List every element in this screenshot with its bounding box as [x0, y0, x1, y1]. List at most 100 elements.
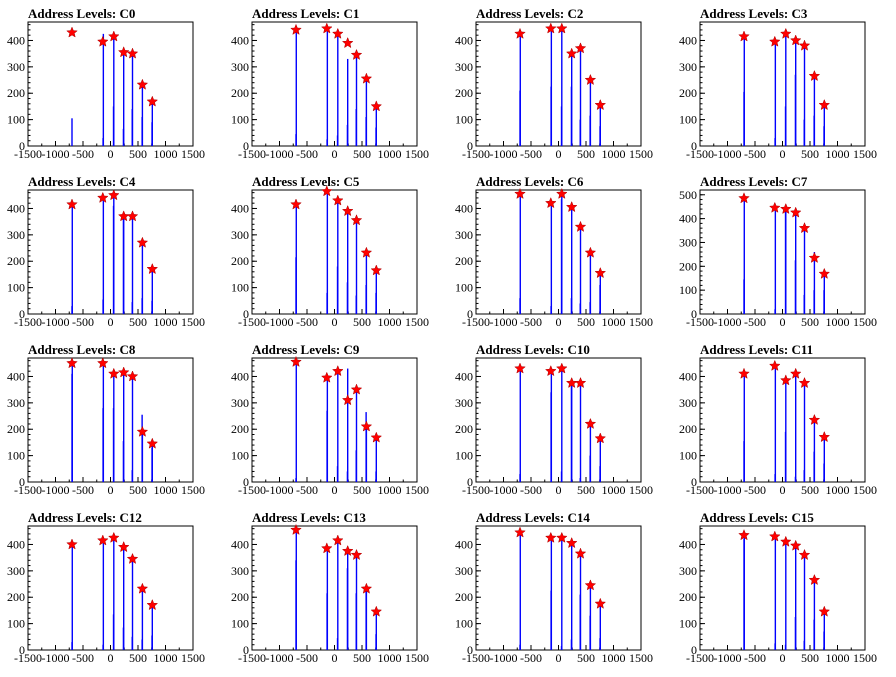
- x-tick-label: 500: [577, 483, 595, 497]
- panel-title: Address Levels: C0: [28, 6, 135, 21]
- peak-marker: [555, 362, 568, 374]
- x-tick-label: 0: [780, 483, 786, 497]
- peak-marker: [574, 220, 587, 232]
- x-tick-label: -1500: [462, 483, 490, 497]
- x-tick-label: 0: [108, 147, 114, 161]
- plot-frame: [475, 189, 642, 315]
- plot-frame: [475, 21, 642, 147]
- peak-marker: [96, 35, 109, 47]
- peak-marker: [370, 431, 383, 443]
- peak-marker: [331, 365, 344, 377]
- x-tick-label: 500: [801, 483, 819, 497]
- x-tick-label: 500: [129, 483, 147, 497]
- panel-1: Address Levels: C1-1500 -1000 -500 0 500 1000…: [231, 6, 429, 161]
- panel-title: Address Levels: C4: [28, 174, 136, 189]
- panel-11: Address Levels: C11 -1500 -1000 -500 0 500 100…: [679, 342, 877, 497]
- peak-marker: [808, 69, 821, 82]
- peak-marker: [290, 23, 302, 35]
- y-tick-label: 100: [231, 113, 249, 127]
- x-tick-label: 500: [577, 315, 595, 329]
- x-tick-label: -1000: [42, 651, 70, 665]
- x-tick-label: -1000: [42, 147, 70, 161]
- peak-marker: [779, 202, 792, 215]
- peak-marker: [136, 425, 149, 437]
- x-tick-label: -500: [72, 315, 94, 329]
- peak-marker: [738, 30, 750, 42]
- x-tick-label: 1500: [629, 483, 653, 497]
- y-tick-label: 300: [7, 228, 25, 242]
- x-tick-label: 1500: [853, 483, 877, 497]
- y-tick-label: 100: [7, 113, 25, 127]
- peak-marker: [350, 383, 363, 395]
- x-tick-label: -1000: [266, 315, 294, 329]
- y-tick-label: 200: [7, 590, 25, 604]
- x-tick-label: 1000: [378, 651, 402, 665]
- y-tick-label: 500: [679, 188, 697, 202]
- y-tick-label: 0: [691, 139, 697, 153]
- y-tick-label: 200: [455, 254, 473, 268]
- y-tick-label: 200: [455, 590, 473, 604]
- peak-marker: [768, 201, 781, 213]
- y-tick-label: 0: [243, 139, 249, 153]
- peak-marker: [360, 420, 373, 432]
- peak-marker: [555, 531, 568, 543]
- x-tick-label: -500: [296, 483, 318, 497]
- panel-title: Address Levels: C6: [476, 174, 584, 189]
- y-tick-label: 400: [7, 537, 25, 551]
- peak-marker: [818, 267, 831, 279]
- peak-marker: [808, 573, 821, 586]
- peak-marker: [574, 42, 587, 54]
- x-tick-label: -1000: [490, 651, 518, 665]
- x-tick-label: -1000: [490, 315, 518, 329]
- peak-marker: [107, 367, 120, 379]
- panel-7: Address Levels: C7-1500 -1000 -500 0 500 1000…: [679, 174, 877, 329]
- x-tick-label: 1500: [853, 147, 877, 161]
- x-tick-label: -500: [72, 483, 94, 497]
- y-tick-label: 100: [679, 449, 697, 463]
- x-tick-label: -500: [72, 651, 94, 665]
- y-tick-label: 100: [7, 281, 25, 295]
- panel-title: Address Levels: C5: [252, 174, 360, 189]
- x-tick-label: 1500: [405, 315, 429, 329]
- plot-frame: [699, 357, 866, 483]
- y-tick-label: 100: [231, 281, 249, 295]
- panel-title: Address Levels: C1: [252, 6, 359, 21]
- peak-marker: [768, 530, 781, 542]
- x-tick-label: -1000: [714, 651, 742, 665]
- peak-marker: [341, 394, 354, 406]
- panel-title: Address Levels: C7: [700, 174, 808, 189]
- y-tick-label: 0: [19, 307, 25, 321]
- x-tick-label: 1500: [853, 315, 877, 329]
- x-tick-label: 1000: [378, 315, 402, 329]
- peak-marker: [320, 371, 333, 383]
- y-tick-label: 300: [455, 228, 473, 242]
- x-tick-label: -500: [744, 651, 766, 665]
- peak-marker: [779, 535, 792, 547]
- x-tick-label: -1500: [686, 315, 714, 329]
- y-tick-label: 0: [691, 475, 697, 489]
- peak-marker: [768, 359, 781, 371]
- x-tick-label: 0: [556, 483, 562, 497]
- peak-marker: [107, 30, 120, 42]
- x-tick-label: 1500: [181, 651, 205, 665]
- panel-4: Address Levels: C4-1500 -1000 -500 0 500 1000…: [7, 174, 205, 329]
- x-tick-label: 500: [577, 147, 595, 161]
- y-tick-label: 300: [7, 396, 25, 410]
- y-tick-label: 0: [19, 643, 25, 657]
- y-tick-label: 400: [679, 33, 697, 47]
- x-tick-label: 0: [108, 315, 114, 329]
- peak-marker: [738, 192, 750, 204]
- x-tick-label: -1500: [14, 147, 42, 161]
- plot-frame: [699, 21, 866, 147]
- peak-marker: [779, 374, 792, 386]
- peak-marker: [146, 437, 159, 449]
- peak-marker: [117, 366, 130, 378]
- x-tick-label: 500: [129, 315, 147, 329]
- x-tick-label: 1000: [154, 483, 178, 497]
- peak-marker: [594, 266, 607, 279]
- plot-frame: [251, 21, 418, 147]
- x-tick-label: 500: [353, 651, 371, 665]
- peak-marker: [555, 187, 568, 199]
- x-tick-label: 1500: [181, 483, 205, 497]
- x-tick-label: -1000: [266, 483, 294, 497]
